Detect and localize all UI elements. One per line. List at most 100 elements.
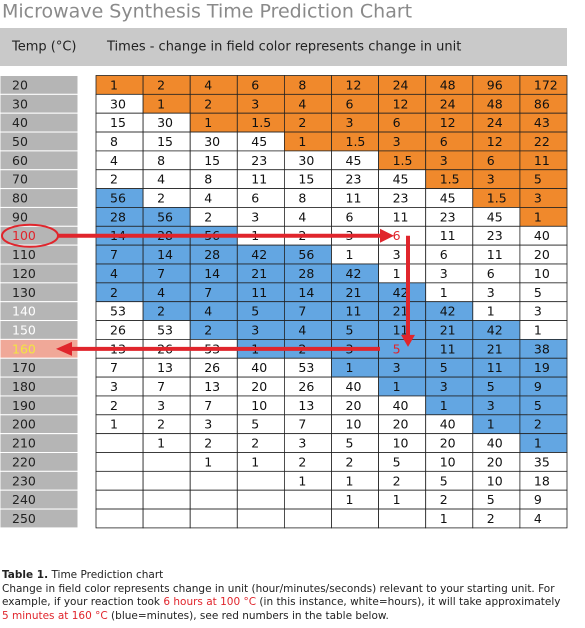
cell-value: 5 xyxy=(346,436,354,451)
cell-value: 3 xyxy=(393,134,401,149)
cell-value: 13 xyxy=(298,398,314,413)
cell xyxy=(331,452,379,472)
cell xyxy=(142,489,191,510)
caption-title: Time Prediction chart xyxy=(51,569,164,581)
cell xyxy=(519,282,568,303)
cell xyxy=(95,433,144,453)
cell-value: 56 xyxy=(110,191,126,206)
cell xyxy=(142,376,191,397)
cell xyxy=(189,282,238,303)
cell xyxy=(519,207,568,227)
cell-value: 11 xyxy=(534,153,550,168)
cell xyxy=(331,320,379,340)
cell xyxy=(142,395,191,416)
cell xyxy=(189,452,238,472)
cell-value: 3 xyxy=(251,209,259,224)
cell-value: 22 xyxy=(534,134,550,149)
cell-value: 1.5 xyxy=(346,134,366,149)
cell-value: 1 xyxy=(157,436,165,451)
cell-value: 11 xyxy=(440,341,456,356)
cell-value: 2 xyxy=(110,285,118,300)
cell-value: 24 xyxy=(393,77,409,92)
cell xyxy=(95,282,144,303)
cell-value: 40 xyxy=(346,379,362,394)
cell-value: 30 xyxy=(298,153,314,168)
cell xyxy=(95,395,144,416)
cell-value: 4 xyxy=(204,304,212,319)
cell-value: 6 xyxy=(440,247,448,262)
cell xyxy=(378,131,427,152)
cell xyxy=(378,112,427,133)
cell-value: 14 xyxy=(157,247,173,262)
cell xyxy=(189,433,238,453)
cell-value: 8 xyxy=(298,77,306,92)
cell-value: 21 xyxy=(346,285,362,300)
cell-value: 11 xyxy=(393,209,409,224)
cell-value: 20 xyxy=(251,379,267,394)
cell-value: 56 xyxy=(298,247,314,262)
cell xyxy=(472,263,521,284)
cell-value: 10 xyxy=(534,266,550,281)
cell xyxy=(283,93,332,114)
cell-value: 20 xyxy=(346,398,362,413)
cell xyxy=(95,169,144,190)
cell-value: 1 xyxy=(204,115,212,130)
cell xyxy=(142,470,191,491)
cell-value: 3 xyxy=(298,436,306,451)
cell-value: 11 xyxy=(487,247,503,262)
cell-value: 6 xyxy=(440,134,448,149)
cell-value: 42 xyxy=(440,304,456,319)
cell-value: 2 xyxy=(204,209,212,224)
chart-table: Microwave Synthesis Time Prediction Char… xyxy=(0,1,568,529)
cell xyxy=(142,169,191,190)
cell-value: 20 xyxy=(393,417,409,432)
cell-value: 1 xyxy=(346,492,354,507)
temp-label: 70 xyxy=(12,172,28,187)
cell xyxy=(472,282,521,303)
cell xyxy=(236,75,285,95)
cell-value: 45 xyxy=(440,191,456,206)
header-temp: Temp (°C) xyxy=(11,40,77,55)
cell xyxy=(331,508,379,529)
cell xyxy=(283,508,332,529)
cell xyxy=(236,508,285,529)
cell xyxy=(236,93,285,114)
cell-value: 6 xyxy=(251,77,259,92)
cell-value: 6 xyxy=(346,96,354,111)
cell-value: 15 xyxy=(110,115,126,130)
temp-label: 140 xyxy=(12,304,36,319)
cell xyxy=(95,508,144,529)
cell-value: 14 xyxy=(204,266,220,281)
temp-label: 170 xyxy=(12,360,36,375)
cell-value: 2 xyxy=(157,417,165,432)
cell-value: 1 xyxy=(298,134,306,149)
cell-value: 5 xyxy=(346,322,354,337)
cell-value: 21 xyxy=(487,341,503,356)
cell xyxy=(331,112,379,133)
cell-value: 3 xyxy=(110,379,118,394)
cell xyxy=(519,376,568,397)
cell-value: 8 xyxy=(298,191,306,206)
cell-value: 4 xyxy=(157,285,165,300)
cell-value: 6 xyxy=(251,191,259,206)
cell-value: 15 xyxy=(204,153,220,168)
caption-text: (blue=minutes), see red numbers in the t… xyxy=(107,609,389,622)
cell-value: 172 xyxy=(534,77,558,92)
cell xyxy=(331,93,379,114)
cell xyxy=(472,169,521,190)
cell xyxy=(331,433,379,453)
cell xyxy=(189,489,238,510)
cell-value: 1 xyxy=(251,454,259,469)
cell-value: 23 xyxy=(487,228,503,243)
cell xyxy=(189,207,238,227)
cell xyxy=(472,301,521,321)
cell xyxy=(283,188,332,208)
cell xyxy=(519,414,568,435)
cell-value: 1 xyxy=(346,247,354,262)
cell-value: 7 xyxy=(157,379,165,394)
cell-value: 3 xyxy=(487,285,495,300)
arrow-head xyxy=(380,228,394,243)
cell-value: 23 xyxy=(251,153,267,168)
cell-value: 1.5 xyxy=(393,153,413,168)
cell xyxy=(519,395,568,416)
